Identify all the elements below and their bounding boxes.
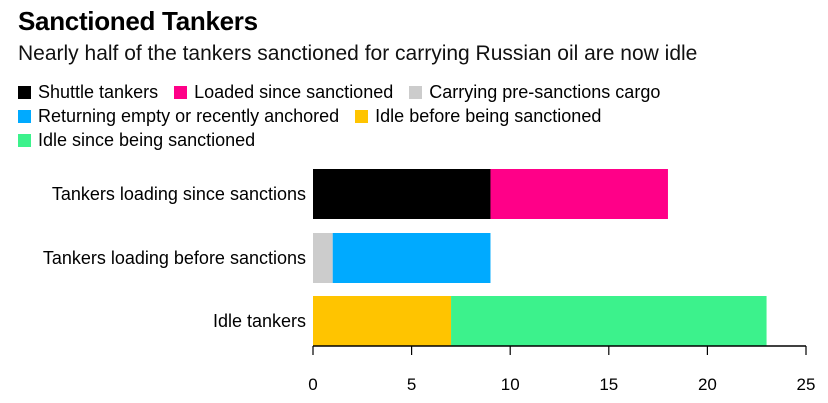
x-tick-label: 5 [407,375,416,394]
x-tick-label: 15 [599,375,618,394]
legend-swatch [18,109,31,123]
category-label: Idle tankers [213,311,306,331]
legend-swatch [409,85,423,99]
legend-item-loaded-since-sanctioned: Loaded since sanctioned [174,82,393,103]
legend-row-3: Idle since being sanctioned [18,128,818,152]
legend-item-idle-before-sanctioned: Idle before being sanctioned [355,106,601,127]
legend-label: Carrying pre-sanctions cargo [429,81,661,102]
legend-label: Idle since being sanctioned [38,129,256,150]
bar-segment [313,296,452,346]
category-label: Tankers loading before sanctions [43,248,306,268]
legend-item-returning-empty: Returning empty or recently anchored [18,106,339,127]
x-tick-label: 25 [797,375,816,394]
legend-label: Idle before being sanctioned [375,105,602,126]
legend: Shuttle tankers Loaded since sanctioned … [18,80,818,152]
legend-label: Shuttle tankers [38,81,159,102]
bar-segment [332,233,491,283]
legend-swatch [18,85,31,99]
legend-item-idle-since-sanctioned: Idle since being sanctioned [18,130,255,151]
legend-row-1: Shuttle tankers Loaded since sanctioned … [18,80,818,104]
x-tick-label: 20 [698,375,717,394]
category-label: Tankers loading since sanctions [52,184,306,204]
legend-swatch [355,109,369,123]
bar-segment [451,296,767,346]
legend-label: Loaded since sanctioned [194,81,394,102]
legend-row-2: Returning empty or recently anchored Idl… [18,104,818,128]
chart-title: Sanctioned Tankers [18,6,258,36]
bar-segment [313,169,491,219]
legend-item-shuttle-tankers: Shuttle tankers [18,82,158,103]
legend-item-carrying-pre-sanctions-cargo: Carrying pre-sanctions cargo [409,82,660,103]
x-tick-label: 10 [501,375,520,394]
legend-swatch [174,85,188,99]
legend-swatch [18,133,31,147]
x-tick-label: 0 [308,375,317,394]
chart-subtitle: Nearly half of the tankers sanctioned fo… [18,42,698,65]
bar-segment [313,233,333,283]
bar-segment [490,169,668,219]
legend-label: Returning empty or recently anchored [38,105,340,126]
